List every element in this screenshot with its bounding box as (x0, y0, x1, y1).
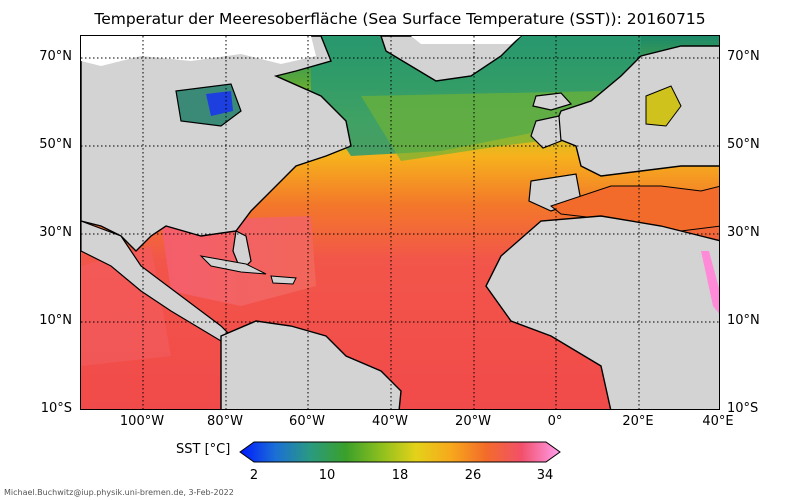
map-title: Temperatur der Meeresoberfläche (Sea Sur… (94, 10, 706, 28)
colorbar-tick-18: 18 (391, 468, 409, 483)
lat-label-right-10s: 10°S (727, 401, 759, 416)
lat-label-right-50n: 50°N (727, 137, 760, 152)
lon-label-80w: 80°W (207, 414, 243, 429)
colorbar-tick-34: 34 (536, 468, 554, 483)
lon-label-100w: 100°W (119, 414, 165, 429)
lat-label-right-10n: 10°N (727, 313, 760, 328)
europe (550, 45, 719, 177)
greenland-ice (411, 36, 521, 44)
lat-label-right-70n: 70°N (727, 49, 760, 64)
sst-map-canvas (81, 36, 719, 409)
cuba (199, 255, 267, 275)
lon-label-40e: 40°E (702, 414, 734, 429)
lat-label-left-10n: 10°N (39, 313, 72, 328)
hispaniola (270, 275, 297, 285)
lon-label-0: 0° (547, 414, 563, 429)
colorbar-tick-2: 2 (249, 468, 259, 483)
red-sea (701, 251, 719, 314)
iceland (532, 92, 573, 111)
colorbar-label: SST [°C] (176, 442, 231, 457)
colorbar-tick-10: 10 (318, 468, 336, 483)
lat-label-left-30n: 30°N (39, 225, 72, 240)
credit-text: Michael.Buchwitz@iup.physik.uni-bremen.d… (4, 488, 234, 497)
sst-map (80, 35, 720, 410)
colorbar (239, 441, 561, 463)
lon-label-40w: 40°W (372, 414, 408, 429)
lat-label-right-30n: 30°N (727, 225, 760, 240)
lat-label-left-10s: 10°S (40, 401, 72, 416)
british-isles (530, 115, 562, 149)
baltic-sea (645, 85, 682, 127)
greenland (380, 36, 522, 82)
north-america-landmass (81, 36, 352, 252)
lon-label-20e: 20°E (622, 414, 654, 429)
sea-ice-area (81, 36, 316, 66)
lat-label-left-70n: 70°N (39, 49, 72, 64)
africa (485, 215, 719, 409)
lon-label-20w: 20°W (455, 414, 491, 429)
colorbar-tick-26: 26 (464, 468, 482, 483)
lon-label-60w: 60°W (289, 414, 325, 429)
lat-label-left-50n: 50°N (39, 137, 72, 152)
south-america (220, 320, 402, 409)
colorbar-gradient (239, 441, 561, 463)
graticule (81, 36, 719, 409)
